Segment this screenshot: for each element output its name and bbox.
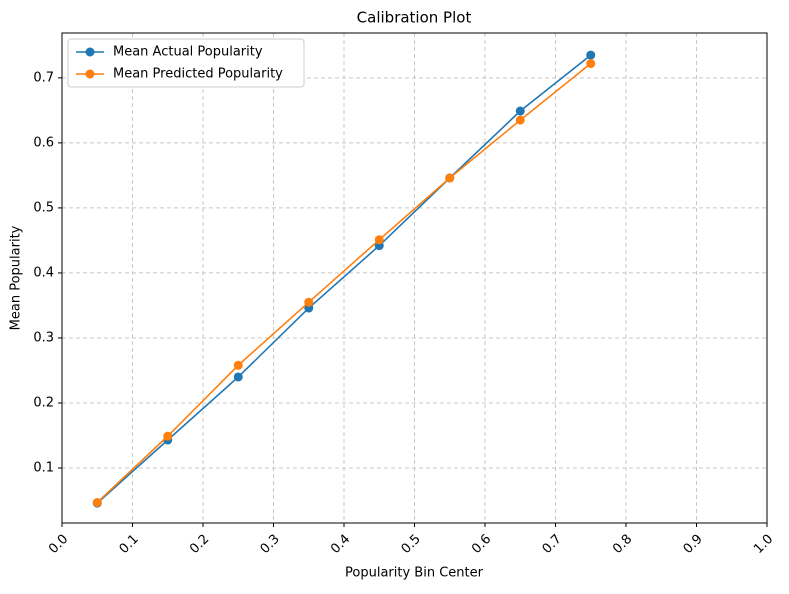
point [515, 115, 525, 125]
x-tick-label: 0.8 [610, 532, 635, 557]
y-tick-label: 0.5 [33, 200, 54, 215]
y-tick-label: 0.4 [33, 265, 54, 280]
point [586, 50, 596, 60]
point [586, 59, 596, 69]
point [374, 235, 384, 245]
x-tick-label: 0.3 [258, 532, 283, 557]
x-tick-label: 1.0 [751, 532, 776, 557]
y-tick-label: 0.2 [33, 395, 54, 410]
x-tick-label: 0.5 [399, 532, 424, 557]
plot-frame [61, 32, 768, 524]
point [92, 497, 102, 507]
point [515, 106, 525, 116]
legend-label: Mean Predicted Popularity [113, 67, 283, 82]
legend-marker [85, 69, 95, 79]
legend-box [67, 38, 305, 88]
series-line [96, 62, 592, 504]
x-tick-label: 0.6 [469, 532, 494, 557]
y-tick-label: 0.6 [33, 135, 54, 150]
point [233, 372, 243, 382]
legend-marker [85, 47, 95, 57]
point [304, 297, 314, 307]
series-line [96, 54, 592, 504]
y-tick-label: 0.3 [33, 330, 54, 345]
x-tick-label: 0.9 [681, 532, 706, 557]
x-tick-label: 0.0 [46, 532, 71, 557]
point [163, 431, 173, 441]
x-axis-label: Popularity Bin Center [345, 566, 484, 581]
y-tick-label: 0.1 [33, 460, 54, 475]
y-tick-label: 0.7 [33, 70, 54, 85]
y-axis-label: Mean Popularity [9, 225, 24, 330]
point [233, 360, 243, 370]
x-tick-label: 0.1 [117, 532, 142, 557]
chart-title: Calibration Plot [357, 9, 472, 27]
x-tick-label: 0.7 [540, 532, 565, 557]
x-tick-label: 0.2 [187, 532, 212, 557]
point [445, 173, 455, 183]
legend-label: Mean Actual Popularity [113, 45, 263, 60]
x-tick-label: 0.4 [328, 532, 353, 557]
